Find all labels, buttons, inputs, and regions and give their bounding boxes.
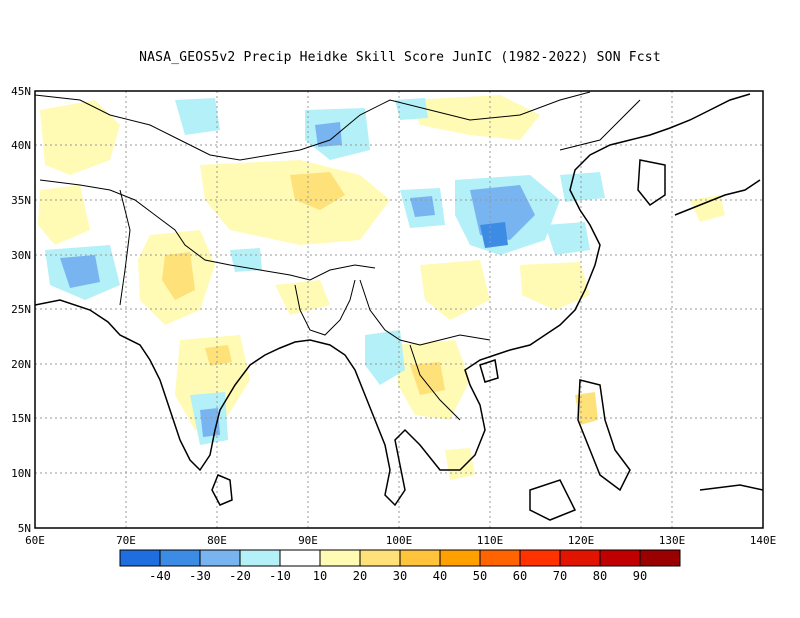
colorbar-label: 30 [393,569,407,583]
colorbar-swatch [159,549,201,567]
lat-tick-label: 5N [18,522,31,535]
negative-patch [545,222,590,255]
lat-tick-label: 20N [11,358,31,371]
political-borders [35,91,641,421]
colorbar-label: 20 [353,569,367,583]
negative-patch [560,172,605,202]
positive-patch [690,195,725,222]
colorbar: -40 -30 -20 -10 10 20 30 40 50 60 70 80 90 [119,549,681,583]
colorbar-label: -20 [229,569,251,583]
lon-tick-labels: 60E 70E 80E 90E 100E 110E 120E 130E 140E [25,534,776,547]
plot-frame [34,90,764,529]
colorbar-swatch [599,549,641,567]
lat-tick-label: 30N [11,249,31,262]
negative-patch [230,248,262,272]
lon-tick-label: 130E [659,534,686,547]
colorbar-label: -10 [269,569,291,583]
lat-tick-label: 15N [11,412,31,425]
negative-patch [60,255,100,288]
colorbar-swatch [279,549,321,567]
colorbar-label: -30 [189,569,211,583]
lon-tick-label: 70E [116,534,136,547]
coastlines [35,93,763,521]
colorbar-swatch [559,549,601,567]
negative-patch [175,98,220,135]
lat-tick-label: 10N [11,467,31,480]
negative-patch [365,330,405,385]
lon-tick-label: 60E [25,534,45,547]
positive-patch [275,280,330,315]
lat-tick-label: 45N [11,85,31,98]
lat-tick-label: 25N [11,303,31,316]
lat-tick-label: 35N [11,194,31,207]
positive-patch [40,100,120,175]
lon-tick-label: 120E [568,534,595,547]
colorbar-label: 70 [553,569,567,583]
negative-patch [395,98,428,120]
positive-patch [162,252,195,300]
lon-tick-label: 140E [750,534,777,547]
positive-patch [520,262,590,310]
colorbar-swatch [359,549,401,567]
colorbar-swatch [639,549,681,567]
lon-tick-label: 100E [386,534,413,547]
grid-lines [35,91,763,528]
colorbar-swatch [319,549,361,567]
colorbar-swatch [239,549,281,567]
lon-tick-label: 80E [207,534,227,547]
colorbar-swatch [399,549,441,567]
negative-patch [480,222,508,248]
skill-score-field [38,95,725,480]
colorbar-swatch [519,549,561,567]
positive-patch [38,185,90,245]
positive-patch [445,448,475,480]
negative-patch [410,196,435,217]
colorbar-swatch [479,549,521,567]
lat-tick-labels: 45N 40N 35N 30N 25N 20N 15N 10N 5N [11,85,31,535]
positive-patch [410,95,540,140]
lon-tick-label: 110E [477,534,504,547]
colorbar-label: 60 [513,569,527,583]
colorbar-label: 40 [433,569,447,583]
colorbar-label: 50 [473,569,487,583]
colorbar-swatch [119,549,161,567]
colorbar-label: 10 [313,569,327,583]
colorbar-label: 80 [593,569,607,583]
chart-title: NASA_GEOS5v2 Precip Heidke Skill Score J… [139,50,661,65]
colorbar-swatch [439,549,481,567]
colorbar-label: 90 [633,569,647,583]
colorbar-label: -40 [149,569,171,583]
positive-patch [200,160,390,245]
lon-tick-label: 90E [298,534,318,547]
positive-patch [205,345,232,366]
positive-patch [420,260,490,320]
negative-patch [315,122,342,147]
colorbar-swatch [199,549,241,567]
lat-tick-label: 40N [11,139,31,152]
